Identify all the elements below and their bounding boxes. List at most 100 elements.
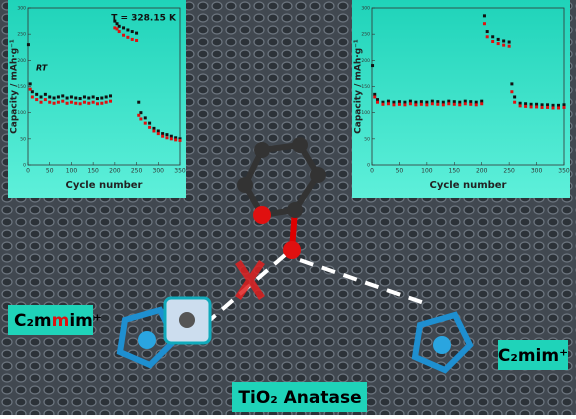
x-tick-label: 100 bbox=[66, 168, 78, 175]
point bbox=[105, 101, 108, 104]
point bbox=[118, 25, 121, 28]
y-tick-label: 300 bbox=[361, 6, 370, 12]
point bbox=[425, 101, 428, 104]
point bbox=[131, 30, 134, 33]
point bbox=[144, 122, 147, 125]
point bbox=[436, 103, 439, 106]
point bbox=[409, 100, 412, 103]
point bbox=[137, 114, 140, 117]
point bbox=[179, 139, 182, 142]
point bbox=[546, 106, 549, 109]
x-tick-label: 50 bbox=[46, 168, 54, 175]
point bbox=[165, 136, 168, 139]
point bbox=[530, 103, 533, 106]
point bbox=[530, 105, 533, 108]
point bbox=[157, 132, 160, 135]
point bbox=[109, 100, 112, 103]
point bbox=[53, 102, 56, 105]
point bbox=[48, 95, 51, 98]
point bbox=[398, 103, 401, 106]
point bbox=[44, 93, 47, 96]
point bbox=[387, 100, 390, 103]
point bbox=[475, 103, 478, 106]
point bbox=[170, 137, 173, 140]
point bbox=[491, 40, 494, 43]
point bbox=[31, 90, 34, 93]
point bbox=[48, 101, 51, 104]
point bbox=[436, 100, 439, 103]
point bbox=[92, 95, 95, 98]
point bbox=[398, 100, 401, 103]
point bbox=[552, 106, 555, 109]
point bbox=[420, 103, 423, 106]
point bbox=[381, 103, 384, 106]
point bbox=[79, 102, 82, 105]
point bbox=[61, 100, 64, 103]
point bbox=[126, 28, 129, 31]
point bbox=[442, 103, 445, 106]
point bbox=[524, 105, 527, 108]
point bbox=[403, 101, 406, 104]
x-tick-label: 350 bbox=[174, 168, 186, 175]
x-tick-label: 150 bbox=[87, 168, 99, 175]
point bbox=[524, 102, 527, 105]
point bbox=[480, 100, 483, 103]
point bbox=[57, 95, 60, 98]
point bbox=[66, 97, 69, 100]
point bbox=[174, 138, 177, 141]
point bbox=[148, 122, 151, 125]
point bbox=[29, 88, 32, 91]
point bbox=[486, 30, 489, 33]
point bbox=[109, 94, 112, 97]
x-tick-label: 200 bbox=[476, 168, 488, 175]
point bbox=[118, 30, 121, 33]
point bbox=[546, 103, 549, 106]
label-part: m bbox=[52, 311, 70, 331]
point bbox=[483, 22, 486, 25]
point bbox=[563, 103, 566, 106]
point bbox=[475, 101, 478, 104]
point bbox=[510, 82, 513, 85]
point bbox=[447, 102, 450, 105]
y-tick-label: 50 bbox=[364, 136, 370, 142]
point bbox=[74, 97, 77, 100]
x-tick-label: 250 bbox=[503, 168, 515, 175]
x-tick-label: 50 bbox=[396, 168, 404, 175]
cation-left-label: C₂mmim⁺ bbox=[14, 311, 102, 331]
point bbox=[431, 100, 434, 103]
point bbox=[96, 97, 99, 100]
point bbox=[519, 104, 522, 107]
point bbox=[170, 135, 173, 138]
x-tick-label: 0 bbox=[370, 168, 374, 175]
point bbox=[392, 101, 395, 104]
x-tick-label: 0 bbox=[26, 168, 30, 175]
point bbox=[392, 103, 395, 106]
point bbox=[519, 102, 522, 105]
cation-right-label: C₂mim⁺ bbox=[498, 346, 568, 366]
point bbox=[502, 44, 505, 47]
point bbox=[83, 95, 86, 98]
point bbox=[431, 102, 434, 105]
point bbox=[442, 101, 445, 104]
point bbox=[126, 36, 129, 39]
point bbox=[425, 103, 428, 106]
point bbox=[453, 100, 456, 103]
y-tick-label: 250 bbox=[17, 32, 26, 38]
y-tick-label: 50 bbox=[20, 136, 26, 142]
point bbox=[157, 129, 160, 132]
point bbox=[513, 101, 516, 104]
point bbox=[161, 132, 164, 135]
point bbox=[27, 43, 30, 46]
x-tick-label: 200 bbox=[109, 168, 121, 175]
point bbox=[35, 93, 38, 96]
point bbox=[513, 95, 516, 98]
point bbox=[100, 102, 103, 105]
point bbox=[116, 27, 119, 30]
point bbox=[420, 100, 423, 103]
point bbox=[122, 26, 125, 29]
label-part: C₂m bbox=[14, 311, 52, 331]
point bbox=[57, 101, 60, 104]
point bbox=[44, 98, 47, 101]
point bbox=[464, 102, 467, 105]
point bbox=[148, 126, 151, 129]
